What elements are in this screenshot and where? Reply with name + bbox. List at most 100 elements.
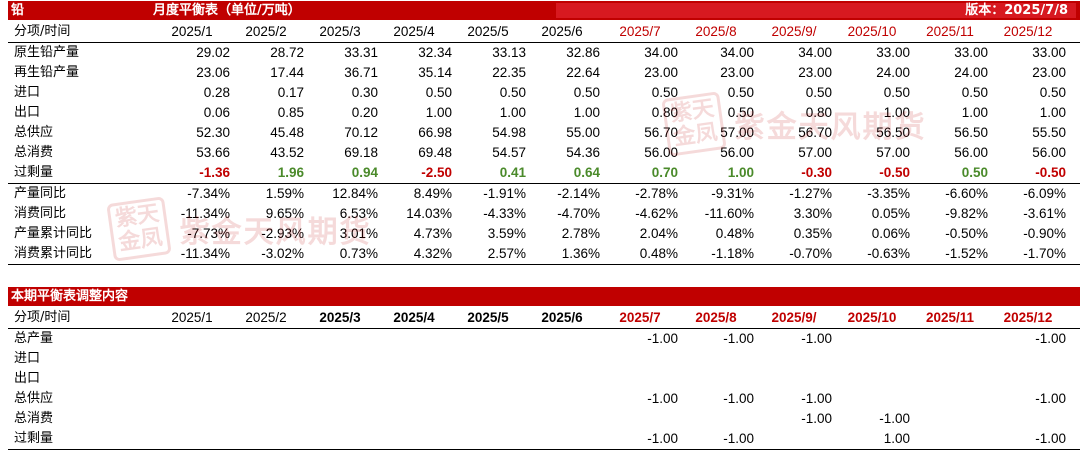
- value-cell: 0.28: [203, 85, 230, 100]
- value-cell: [918, 429, 988, 449]
- value-cell: 0.06: [203, 105, 230, 120]
- value-cell: 0.30: [351, 85, 378, 100]
- value-cell: [456, 369, 526, 389]
- value-cell: [160, 429, 230, 449]
- value-cell: -2.14%: [557, 186, 600, 201]
- value-cell: 0.50: [425, 85, 452, 100]
- table1-title-bar: 铅 月度平衡表（单位/万吨） 版本：2025/7/8: [8, 1, 1080, 20]
- value-cell: 1.96: [277, 165, 304, 180]
- value-cell: [762, 369, 832, 389]
- value-cell: 1.00: [425, 105, 452, 120]
- value-cell: -0.63%: [867, 246, 910, 261]
- table-row: 总供应 -1.00 -1.00 -1.00 -1.00: [8, 389, 1080, 409]
- value-cell: 0.73%: [339, 246, 378, 261]
- value-cell: [456, 409, 526, 429]
- value-cell: 29.02: [196, 45, 230, 60]
- value-cell: 23.00: [720, 65, 754, 80]
- header-month: 2025/10: [847, 310, 897, 325]
- value-cell: 70.12: [344, 125, 378, 140]
- adjustment-table: 分项/时间 2025/1 2025/2 2025/3 2025/4 2025/5 2025/…: [8, 307, 1080, 450]
- value-cell: 1.00: [727, 165, 754, 180]
- value-cell: 54.57: [492, 145, 526, 160]
- value-cell: [996, 409, 1066, 429]
- table-row: 再生铅产量 23.06 17.44 36.71 35.14 22.35 22.64 23.00…: [8, 63, 1080, 83]
- value-cell: -1.00: [1035, 431, 1066, 446]
- value-cell: 3.01%: [339, 226, 378, 241]
- value-cell: 0.05%: [871, 206, 910, 221]
- value-cell: 32.34: [418, 45, 452, 60]
- value-cell: 14.03%: [406, 206, 452, 221]
- table-row: 过剩量 -1.36 1.96 0.94 -2.50 0.41 0.64 0.70 1.00 -0.…: [8, 163, 1080, 184]
- value-cell: 33.00: [954, 45, 988, 60]
- value-cell: 0.50: [727, 85, 754, 100]
- value-cell: -1.52%: [945, 246, 988, 261]
- value-cell: [160, 409, 230, 429]
- value-cell: -7.73%: [187, 226, 230, 241]
- value-cell: 56.00: [644, 145, 678, 160]
- value-cell: 0.50: [727, 105, 754, 120]
- value-cell: 4.32%: [413, 246, 452, 261]
- value-cell: 56.00: [954, 145, 988, 160]
- value-cell: 22.35: [492, 65, 526, 80]
- product-title: 铅: [11, 3, 25, 18]
- header-month: 2025/3: [319, 24, 361, 39]
- value-cell: [160, 369, 230, 389]
- value-cell: [840, 329, 910, 349]
- value-cell: 34.00: [644, 45, 678, 60]
- value-cell: -0.50: [1035, 165, 1066, 180]
- value-cell: [840, 349, 910, 369]
- row-label: 产量累计同比: [14, 226, 93, 241]
- value-cell: -1.27%: [789, 186, 832, 201]
- value-cell: [456, 329, 526, 349]
- header-month: 2025/5: [467, 310, 509, 325]
- value-cell: -11.34%: [180, 206, 230, 221]
- value-cell: [684, 409, 754, 429]
- value-cell: -1.00: [647, 331, 678, 346]
- row-label: 过剩量: [14, 165, 54, 180]
- value-cell: 1.00: [1039, 105, 1066, 120]
- value-cell: 0.50: [961, 165, 988, 180]
- value-cell: [530, 369, 600, 389]
- value-cell: 0.50: [499, 85, 526, 100]
- table-row: 产量累计同比 -7.73% -2.93% 3.01% 4.73% 3.59% 2.78% 2.…: [8, 224, 1080, 244]
- value-cell: [308, 329, 378, 349]
- value-cell: 33.13: [492, 45, 526, 60]
- value-cell: -1.00: [1035, 391, 1066, 406]
- value-cell: 69.18: [344, 145, 378, 160]
- value-cell: 0.50: [883, 85, 910, 100]
- value-cell: [382, 429, 452, 449]
- value-cell: 1.00: [883, 431, 910, 446]
- value-cell: [530, 349, 600, 369]
- row-label: 消费累计同比: [14, 246, 93, 261]
- table-row: 过剩量 -1.00 -1.00 1.00 -1.00: [8, 429, 1080, 450]
- table-row: 出口: [8, 369, 1080, 389]
- row-label: 产量同比: [14, 186, 67, 201]
- value-cell: 23.00: [798, 65, 832, 80]
- value-cell: 54.36: [566, 145, 600, 160]
- value-cell: 0.17: [277, 85, 304, 100]
- table-row: 总消费 -1.00 -1.00: [8, 409, 1080, 429]
- header-month: 2025/2: [245, 310, 287, 325]
- value-cell: [684, 349, 754, 369]
- value-cell: -3.61%: [1023, 206, 1066, 221]
- version-label: 版本：2025/7/8: [965, 3, 1068, 18]
- value-cell: 69.48: [418, 145, 452, 160]
- value-cell: -1.18%: [711, 246, 754, 261]
- value-cell: -1.00: [1035, 331, 1066, 346]
- value-cell: 54.98: [492, 125, 526, 140]
- value-cell: -1.00: [801, 411, 832, 426]
- value-cell: 4.73%: [413, 226, 452, 241]
- value-cell: [456, 429, 526, 449]
- table-row: 进口 0.28 0.17 0.30 0.50 0.50 0.50 0.50 0.50 0.50 0.…: [8, 83, 1080, 103]
- value-cell: 35.14: [418, 65, 452, 80]
- value-cell: 2.57%: [487, 246, 526, 261]
- row-label: 消费同比: [14, 206, 67, 221]
- header-month: 2025/12: [1003, 310, 1053, 325]
- value-cell: 1.00: [961, 105, 988, 120]
- value-cell: 56.00: [1032, 145, 1066, 160]
- value-cell: -11.60%: [704, 206, 754, 221]
- header-month: 2025/8: [695, 310, 737, 325]
- header-label: 分项/时间: [14, 24, 71, 39]
- value-cell: [840, 389, 910, 409]
- value-cell: 0.50: [573, 85, 600, 100]
